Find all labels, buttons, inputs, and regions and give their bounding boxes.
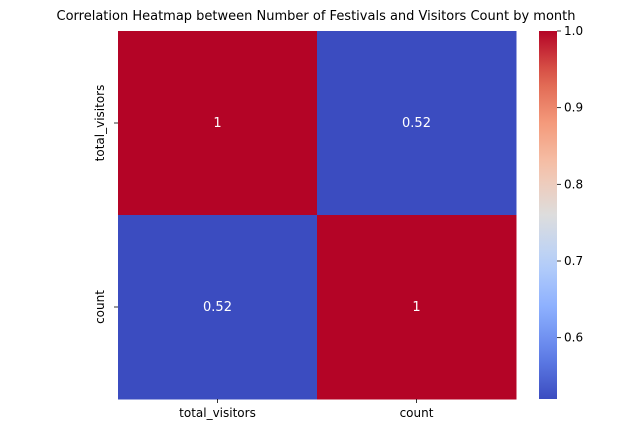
cell-annotation: 0.52	[402, 116, 431, 131]
heatmap-cells	[118, 31, 517, 400]
heatmap-cell	[317, 215, 517, 400]
colorbar-tick-label: 0.9	[564, 101, 583, 115]
cell-annotation: 0.52	[203, 300, 232, 315]
chart-title: Correlation Heatmap between Number of Fe…	[57, 9, 576, 24]
colorbar: 0.6 0.7 0.8 0.9 1.0	[539, 24, 583, 399]
y-tick-label: total_visitors	[93, 85, 107, 162]
colorbar-tick-label: 1.0	[564, 24, 583, 38]
heatmap-cell	[118, 215, 318, 400]
y-tick-label: count	[93, 290, 107, 324]
x-tick-label: total_visitors	[179, 406, 256, 420]
colorbar-tick-label: 0.7	[564, 254, 583, 268]
cell-annotation: 1	[412, 300, 420, 315]
colorbar-tick-label: 0.6	[564, 331, 583, 345]
heatmap-annotations: 1 0.52 0.52 1	[203, 116, 431, 315]
x-axis: total_visitors count	[179, 399, 434, 420]
colorbar-gradient	[539, 31, 557, 399]
colorbar-tick-label: 0.8	[564, 177, 583, 191]
cell-annotation: 1	[213, 116, 221, 131]
heatmap-cell	[118, 31, 318, 216]
heatmap-cell	[317, 31, 517, 216]
x-tick-label: count	[400, 406, 434, 420]
